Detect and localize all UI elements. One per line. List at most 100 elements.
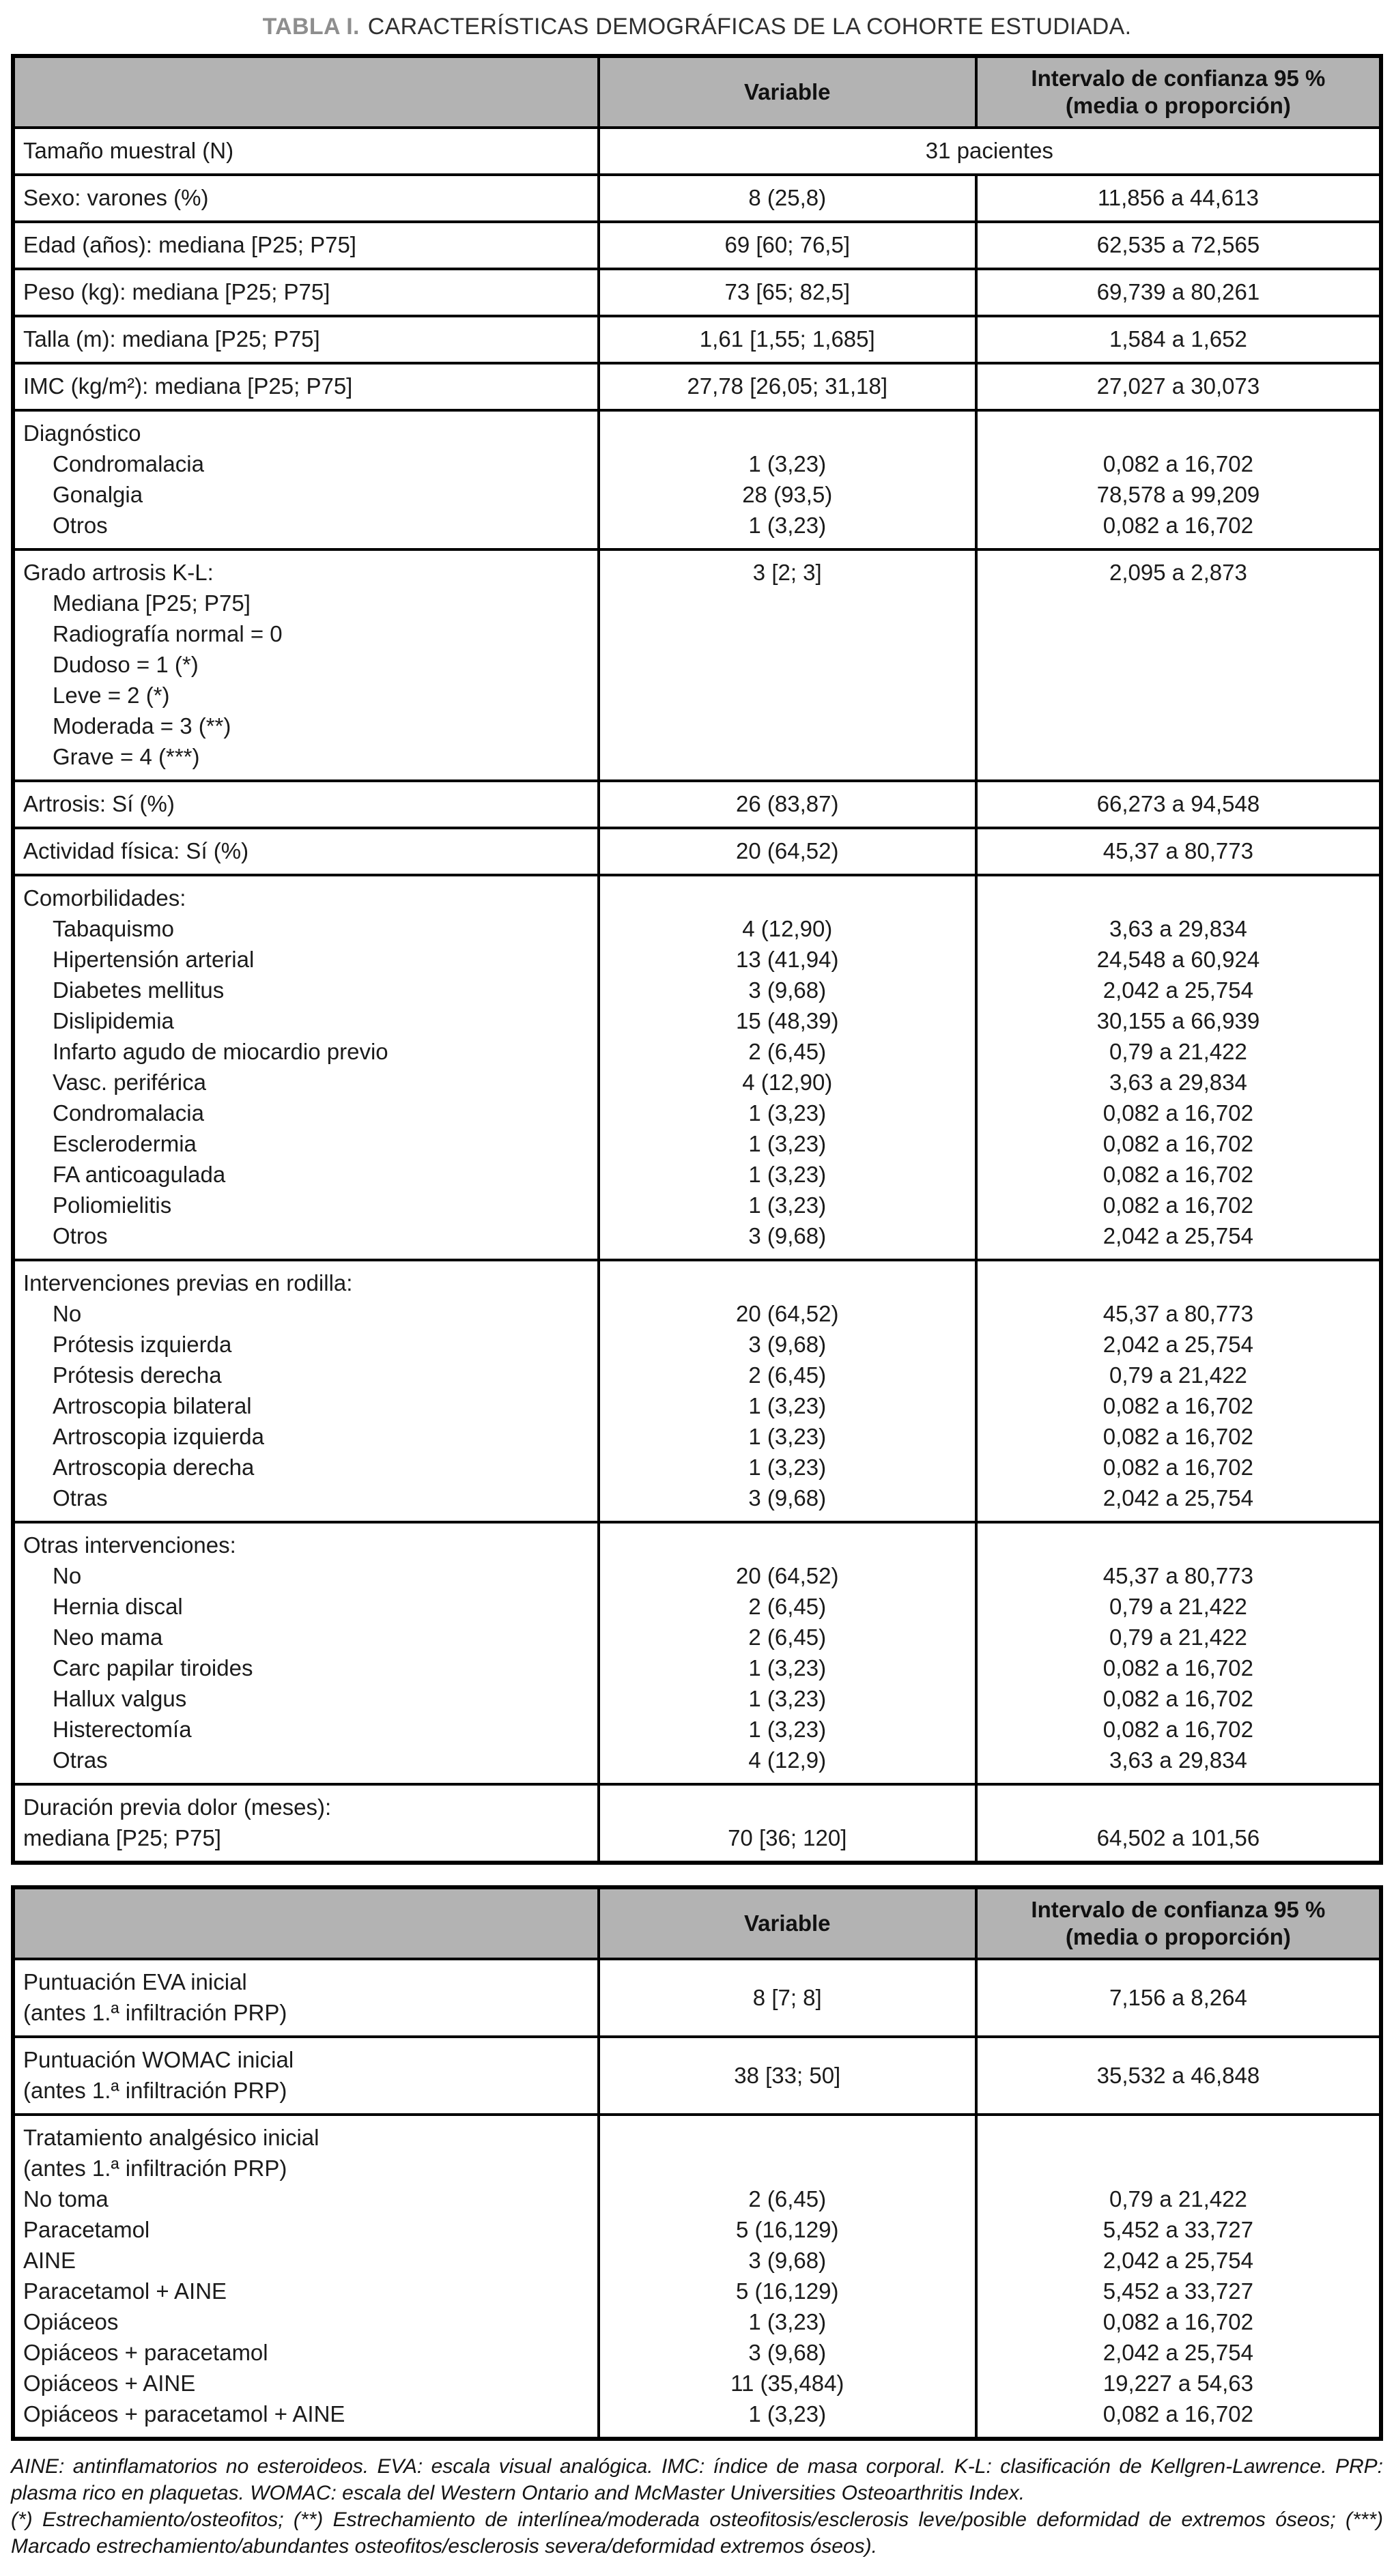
label-line: Infarto agudo de miocardio previo [53,1039,388,1064]
header-row: Variable Intervalo de confianza 95 % (me… [12,55,1383,129]
value-line [608,2122,967,2153]
label-line: Otros [53,513,108,538]
row-variable-value: 70 [36; 120] [597,1783,978,1864]
label-line: Otras intervenciones: [23,1532,236,1558]
value-line: 1 (3,23) [748,451,827,476]
demographics-table-part-2: Variable Intervalo de confianza 95 % (me… [11,1885,1383,2441]
value-line: 0,79 a 21,422 [1109,1362,1247,1388]
table-row: Puntuación EVA inicial (antes 1.ª infiltr… [12,1958,1383,2038]
label-line: AINE [23,2248,76,2273]
value-line: 1 (3,23) [748,1655,827,1680]
label-line: Otras [53,1485,108,1511]
row-ci-value: 0,79 a 21,422 5,452 a 33,727 2,042 a 25,75… [974,2113,1383,2440]
label-line: Hipertensión arterial [53,947,255,972]
value-line: 1 (3,23) [748,2309,827,2334]
value-line: 30,155 a 66,939 [1096,1008,1260,1033]
value-line [986,2122,1371,2153]
label-line: Opiáceos [23,2309,119,2334]
value-line: 2,042 a 25,754 [1103,1332,1253,1357]
row-ci-value: 0,082 a 16,702 78,578 a 99,209 0,082 a 16,… [974,409,1383,551]
row-label: Actividad física: Sí (%) [12,827,600,876]
footnotes: AINE: antinflamatorios no esteroideos. E… [11,2453,1383,2560]
row-ci-value: 3,63 a 29,834 24,548 a 60,924 2,042 a 25,7… [974,874,1383,1261]
value-line: 11 (35,484) [730,2371,844,2396]
value-line: 5,452 a 33,727 [1103,2217,1253,2242]
row-span-value: 31 pacientes [597,126,1383,176]
value-line [608,1530,967,1560]
label-line: FA anticoagulada [53,1162,226,1187]
row-variable-value: 20 (64,52) 3 (9,68) 2 (6,45) 1 (3,23) 1 (3,2… [597,1259,978,1523]
value-line: 0,082 a 16,702 [1103,1100,1253,1126]
value-line: 0,082 a 16,702 [1103,1717,1253,1742]
value-line: 0,082 a 16,702 [1103,451,1253,476]
value-line [986,883,1371,913]
table-row: Grado artrosis K-L: Mediana [P25; P75] Rad… [12,548,1383,782]
value-line: 1,61 [1,55; 1,685] [699,326,875,352]
value-line: 26 (83,87) [736,791,839,816]
value-line: 11,856 a 44,613 [1097,185,1259,210]
value-line: 1 (3,23) [748,1424,827,1449]
row-variable-value: 8 [7; 8] [597,1958,978,2038]
value-line: 73 [65; 82,5] [724,279,850,304]
table-title: TABLA I. CARACTERÍSTICAS DEMOGRÁFICAS DE … [11,14,1383,40]
row-label: Intervenciones previas en rodilla: No Prót… [12,1259,600,1523]
label-line: Carc papilar tiroides [53,1655,253,1680]
row-variable-value: 26 (83,87) [597,779,978,829]
row-label: Edad (años): mediana [P25; P75] [12,220,600,270]
value-line: 4 (12,90) [742,1070,833,1095]
value-line: 20 (64,52) [736,1563,839,1588]
row-label: Tamaño muestral (N) [12,126,600,176]
value-line: 4 (12,9) [748,1747,827,1773]
value-line: 0,79 a 21,422 [1109,1039,1247,1064]
value-line: 2,042 a 25,754 [1103,1223,1253,1248]
row-ci-value: 27,027 a 30,073 [974,362,1383,412]
value-line: 3 (9,68) [748,2340,827,2365]
value-line: 2 (6,45) [748,2186,827,2212]
label-line: Paracetamol + AINE [23,2278,227,2304]
row-variable-value: 3 [2; 3] [597,548,978,782]
row-label: Otras intervenciones: No Hernia discal Neo … [12,1521,600,1786]
value-line: 24,548 a 60,924 [1096,947,1260,972]
label-line: Dudoso = 1 (*) [53,652,199,677]
row-ci-value: 66,273 a 94,548 [974,779,1383,829]
header-confidence-interval: Intervalo de confianza 95 % (media o pro… [974,1886,1383,1960]
value-line: 0,082 a 16,702 [1103,2309,1253,2334]
value-line [608,1268,967,1298]
value-line [608,1792,967,1822]
row-ci-value: 11,856 a 44,613 [974,173,1383,223]
table-row: Talla (m): mediana [P25; P75] 1,61 [1,55;… [12,315,1383,364]
label-line: Leve = 2 (*) [53,683,170,708]
value-line: 5 (16,129) [736,2217,839,2242]
value-line: 0,082 a 16,702 [1103,1455,1253,1480]
row-variable-value: 69 [60; 76,5] [597,220,978,270]
value-line [986,1792,1371,1822]
label-line: Peso (kg): mediana [P25; P75] [23,279,330,304]
footnote-asterisks: (*) Estrechamiento/osteofitos; (**) Estr… [11,2508,1383,2558]
value-line: 3 [2; 3] [752,560,822,585]
header-variable: Variable [597,1886,978,1960]
value-line [608,2153,967,2184]
label-line: (antes 1.ª infiltración PRP) [23,2156,287,2181]
label-line: Puntuación WOMAC inicial [23,2047,294,2072]
value-line: 1 (3,23) [748,1686,827,1711]
value-line: 0,082 a 16,702 [1103,1686,1253,1711]
row-label: Sexo: varones (%) [12,173,600,223]
label-line: Comorbilidades: [23,885,186,911]
header-empty-cell [12,1886,600,1960]
header-row: Variable Intervalo de confianza 95 % (me… [12,1886,1383,1960]
label-line: Vasc. periférica [53,1070,206,1095]
table-row: Puntuación WOMAC inicial (antes 1.ª infil… [12,2035,1383,2116]
label-line: Neo mama [53,1625,163,1650]
label-line: Dislipidemia [53,1008,174,1033]
value-line: 0,082 a 16,702 [1103,1162,1253,1187]
row-label: Duración previa dolor (meses): mediana [P… [12,1783,600,1864]
label-line: Tratamiento analgésico inicial [23,2125,319,2150]
label-line: Artroscopia derecha [53,1455,255,1480]
value-line: 2,042 a 25,754 [1103,2248,1253,2273]
value-line: 27,78 [26,05; 31,18] [687,373,888,399]
value-line: 5,452 a 33,727 [1103,2278,1253,2304]
value-line: 0,79 a 21,422 [1109,1625,1247,1650]
row-label: Diagnóstico Condromalacia Gonalgia Otros [12,409,600,551]
value-line: 1 (3,23) [748,513,827,538]
